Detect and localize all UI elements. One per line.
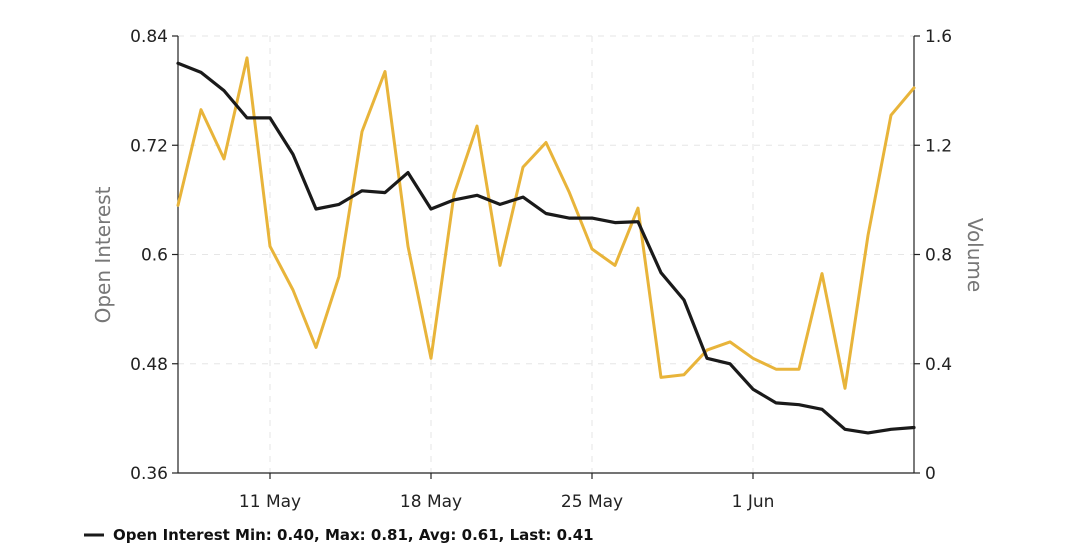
right-tick-label: 0.4 [925,355,952,375]
right-tick-label: 0 [925,464,936,484]
x-tick-label: 11 May [239,492,301,512]
left-tick-label: 0.48 [130,355,168,375]
right-tick-label: 1.2 [925,136,952,156]
left-axis-title: Open Interest [91,186,115,323]
x-tick-label: 18 May [400,492,462,512]
left-tick-label: 0.36 [130,464,168,484]
right-axis-title: Volume [963,218,987,292]
left-tick-label: 0.6 [141,246,168,266]
x-tick-label: 1 Jun [732,492,775,512]
x-tick-label: 25 May [561,492,623,512]
left-axis-ticks: 0.36 0.48 0.6 0.72 0.84 [130,27,178,484]
legend-text: Open Interest Min: 0.40, Max: 0.81, Avg:… [113,526,594,543]
left-tick-label: 0.84 [130,27,168,47]
series-lines [176,56,916,435]
right-tick-label: 1.6 [925,27,952,47]
left-tick-label: 0.72 [130,136,168,156]
grid-lines [178,35,914,473]
x-axis-ticks: 11 May 18 May 25 May 1 Jun [239,473,774,512]
volume-line [176,56,916,390]
legend[interactable]: Open Interest Min: 0.40, Max: 0.81, Avg:… [84,526,594,543]
right-axis-ticks: 0 0.4 0.8 1.2 1.6 [914,27,952,484]
open-interest-line [176,61,916,435]
right-tick-label: 0.8 [925,246,952,266]
